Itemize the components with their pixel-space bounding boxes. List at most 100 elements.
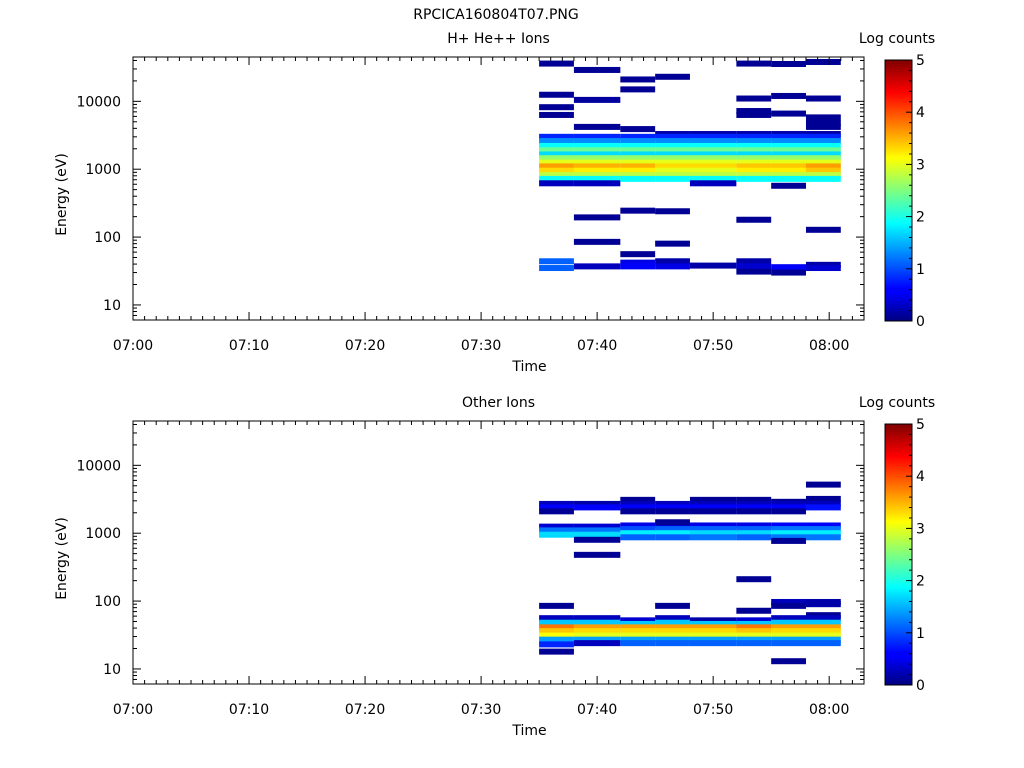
heatmap-cell xyxy=(620,534,656,541)
heatmap-cell xyxy=(655,147,690,154)
heatmap-cell xyxy=(655,504,690,511)
heatmap-cell xyxy=(771,628,806,635)
heatmap-cell xyxy=(573,142,621,149)
heatmap-cell xyxy=(736,617,772,624)
heatmap-cell xyxy=(771,142,806,149)
heatmap-cell xyxy=(689,624,737,631)
heatmap-cell xyxy=(689,180,737,187)
heatmap-cell xyxy=(805,640,841,647)
x-axis-label: Time xyxy=(511,359,546,375)
heatmap-cell xyxy=(689,163,737,170)
colorbar-tick-label: 5 xyxy=(916,417,925,433)
x-tick-label: 07:50 xyxy=(693,702,733,718)
heatmap-cell xyxy=(805,151,841,158)
heatmap-cell xyxy=(771,92,806,99)
heatmap-cell xyxy=(620,259,656,266)
heatmap-cell xyxy=(573,167,621,174)
heatmap-cell xyxy=(573,504,621,511)
x-tick-label: 07:10 xyxy=(229,338,269,354)
heatmap-cell xyxy=(771,155,806,162)
heatmap-cell xyxy=(736,500,772,507)
heatmap-cell xyxy=(689,172,737,179)
heatmap-cell xyxy=(539,508,574,515)
heatmap-cell xyxy=(805,495,841,502)
heatmap-cell xyxy=(539,91,574,98)
heatmap-cell xyxy=(689,138,737,145)
heatmap-cell xyxy=(539,163,574,170)
y-tick-label: 10000 xyxy=(76,94,121,110)
x-axis-label: Time xyxy=(511,723,546,739)
heatmap-cell xyxy=(805,163,841,170)
heatmap-cell xyxy=(689,175,737,182)
heatmap-cell xyxy=(573,615,621,622)
heatmap-cell xyxy=(539,619,574,626)
heatmap-cell xyxy=(655,142,690,149)
heatmap-cell xyxy=(689,530,737,537)
heatmap-cell xyxy=(539,159,574,166)
heatmap-cell xyxy=(689,620,737,627)
heatmap-cell xyxy=(655,133,690,140)
heatmap-cell xyxy=(573,175,621,182)
colorbar-tick-label: 3 xyxy=(916,521,925,537)
panel-title: Other Ions xyxy=(462,395,535,411)
heatmap-cell xyxy=(771,133,806,140)
heatmap-cell xyxy=(771,60,806,67)
heatmap-cell xyxy=(620,632,656,639)
heatmap-cell xyxy=(805,481,841,488)
colorbar-tick-label: 1 xyxy=(916,262,925,278)
heatmap-cell xyxy=(655,615,690,622)
heatmap-cell xyxy=(736,138,772,145)
heatmap-cell xyxy=(655,534,690,541)
heatmap-cell xyxy=(620,617,656,624)
heatmap-cell xyxy=(539,258,574,265)
heatmap-cell xyxy=(736,95,772,102)
heatmap-cell xyxy=(805,500,841,507)
heatmap-cell xyxy=(655,240,690,247)
heatmap-cell xyxy=(655,155,690,162)
y-axis-label: Energy (eV) xyxy=(54,517,70,600)
heatmap-cell xyxy=(771,264,806,271)
colorbar-tick-label: 4 xyxy=(916,105,925,121)
heatmap-cell xyxy=(771,526,806,533)
heatmap-cell xyxy=(573,214,621,221)
heatmap-cell xyxy=(620,504,656,511)
heatmap-cell xyxy=(539,636,574,643)
y-tick-label: 1000 xyxy=(85,162,121,178)
x-tick-label: 07:30 xyxy=(461,702,501,718)
heatmap-cell xyxy=(736,522,772,529)
heatmap-cell xyxy=(620,263,656,270)
heatmap-cell xyxy=(655,163,690,170)
heatmap-cell xyxy=(573,180,621,187)
heatmap-cell xyxy=(620,126,656,133)
heatmap-cell xyxy=(689,522,737,529)
heatmap-cell xyxy=(771,619,806,626)
heatmap-cell xyxy=(736,526,772,533)
heatmap-cell xyxy=(736,640,772,647)
heatmap-cell xyxy=(573,523,621,530)
heatmap-cell xyxy=(689,147,737,154)
heatmap-cell xyxy=(539,180,574,187)
x-tick-label: 07:00 xyxy=(113,702,153,718)
heatmap-cell xyxy=(539,602,574,609)
heatmap-cell xyxy=(573,147,621,154)
heatmap-cell xyxy=(805,114,841,121)
heatmap-cell xyxy=(689,636,737,643)
heatmap-cell xyxy=(805,133,841,140)
colorbar-tick-label: 0 xyxy=(916,314,925,330)
heatmap-cell xyxy=(736,175,772,182)
heatmap-cell xyxy=(736,163,772,170)
x-tick-label: 07:00 xyxy=(113,338,153,354)
heatmap-cell xyxy=(573,640,621,647)
heatmap-cell xyxy=(771,530,806,537)
heatmap-cell xyxy=(539,523,574,530)
y-tick-label: 10 xyxy=(103,298,121,314)
colorbar-label: Log counts xyxy=(859,31,935,47)
heatmap-cell xyxy=(689,617,737,624)
heatmap-cell xyxy=(771,182,806,189)
x-tick-label: 07:30 xyxy=(461,338,501,354)
plot-frame xyxy=(132,420,865,685)
heatmap-cell xyxy=(771,151,806,158)
heatmap-cell xyxy=(736,142,772,149)
heatmap-cell xyxy=(655,526,690,533)
heatmap-cell xyxy=(620,151,656,158)
